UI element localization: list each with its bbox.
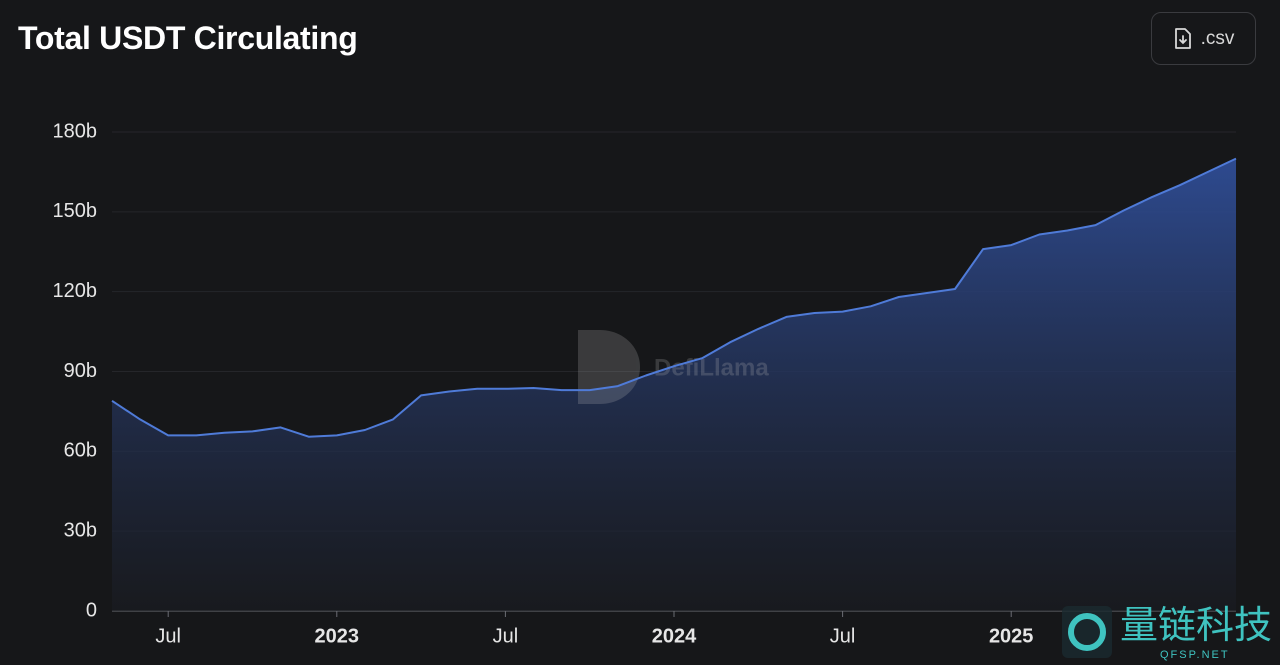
x-tick-label: Jul bbox=[493, 625, 519, 647]
area bbox=[112, 158, 1236, 611]
y-tick-label: 120b bbox=[53, 280, 98, 302]
corner-watermark-subtitle: QFSP.NET bbox=[1160, 649, 1230, 661]
watermark-text: DefiLlama bbox=[654, 354, 769, 381]
csv-button[interactable]: .csv bbox=[1151, 12, 1256, 65]
y-tick-label: 30b bbox=[64, 519, 97, 541]
x-tick-label: Jul bbox=[155, 625, 181, 647]
csv-label: .csv bbox=[1200, 27, 1235, 49]
line bbox=[111, 157, 1237, 438]
file-icon bbox=[1174, 27, 1191, 49]
y-tick-label: 0 bbox=[86, 599, 97, 621]
y-tick-label: 60b bbox=[64, 440, 97, 462]
x-tick-label: 2025 bbox=[989, 625, 1034, 647]
corner-watermark: 量链科技 QFSP.NET bbox=[1062, 605, 1272, 661]
watermark: DefiLlama bbox=[578, 330, 769, 404]
x-tick-label: 2024 bbox=[652, 625, 697, 647]
chart-title: Total USDT Circulating bbox=[18, 20, 358, 56]
y-tick-label: 180b bbox=[53, 120, 98, 142]
corner-watermark-title: 量链科技 bbox=[1120, 605, 1272, 647]
y-tick-label: 150b bbox=[53, 200, 98, 222]
x-tick-label: 2023 bbox=[315, 625, 360, 647]
x-tick-label: Jul bbox=[830, 625, 856, 647]
y-tick-label: 90b bbox=[64, 360, 97, 382]
